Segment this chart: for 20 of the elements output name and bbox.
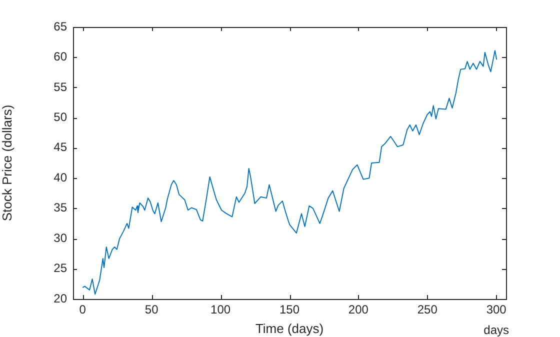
x-tick-label: 150 [279, 302, 300, 317]
text: days [484, 323, 510, 337]
y-axis-title: Stock Price (dollars) [0, 104, 14, 222]
y-tick-label: 55 [54, 80, 68, 94]
y-tick-label: 20 [54, 291, 68, 306]
x-tick-label: 300 [486, 302, 507, 317]
y-tick-label: 30 [54, 230, 68, 245]
x-axis-title: Time (days) [255, 320, 324, 336]
y-tick-label: 45 [54, 140, 68, 154]
y-tick-label: 50 [54, 110, 68, 124]
x-tick-label: 200 [348, 302, 369, 317]
y-tick-label: 65 [54, 19, 68, 34]
y-tick-label: 25 [54, 261, 68, 276]
y-tick-label: 40 [54, 170, 68, 184]
x-tick-label: 0 [79, 302, 86, 317]
y-tick-label: 60 [54, 50, 68, 64]
x-tick-label: 50 [144, 302, 159, 317]
x-tick-label: 100 [210, 302, 231, 317]
y-tick-label: 35 [54, 200, 68, 215]
x-tick-label: 250 [417, 302, 438, 317]
